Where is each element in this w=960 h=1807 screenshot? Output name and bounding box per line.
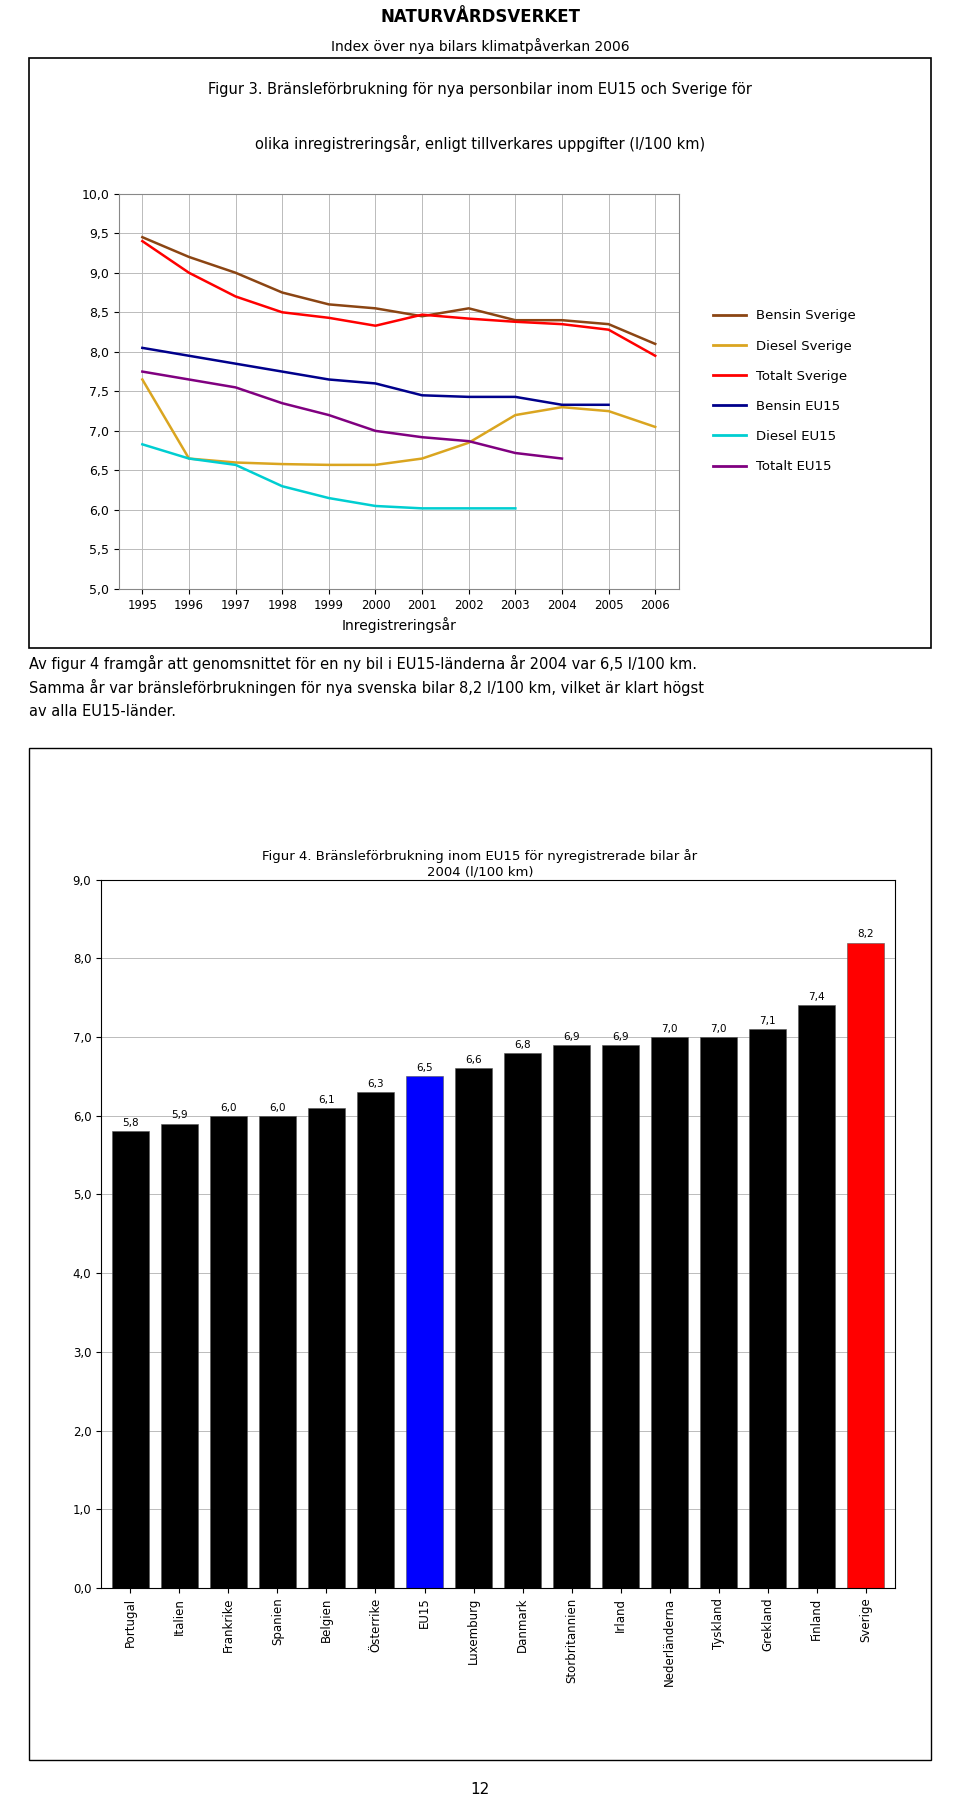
Bar — [210, 1115, 247, 1588]
Text: 12: 12 — [470, 1782, 490, 1798]
Text: Figur 4. Bränsleförbrukning inom EU15 för nyregistrerade bilar år
2004 (l/100 km: Figur 4. Bränsleförbrukning inom EU15 fö… — [262, 849, 698, 878]
Text: av alla EU15-länder.: av alla EU15-länder. — [29, 703, 176, 719]
Bar — [553, 1044, 590, 1588]
Legend: Bensin Sverige, Diesel Sverige, Totalt Sverige, Bensin EU15, Diesel EU15, Totalt: Bensin Sverige, Diesel Sverige, Totalt S… — [708, 304, 861, 479]
Bar — [161, 1124, 198, 1588]
Bar — [308, 1108, 345, 1588]
Text: 6,8: 6,8 — [515, 1039, 531, 1050]
Bar — [259, 1115, 296, 1588]
Text: olika inregistreringsår, enligt tillverkares uppgifter (l/100 km): olika inregistreringsår, enligt tillverk… — [255, 136, 705, 152]
Text: 6,0: 6,0 — [220, 1102, 237, 1113]
Text: 5,8: 5,8 — [122, 1119, 138, 1128]
Text: 6,0: 6,0 — [269, 1102, 286, 1113]
Text: 5,9: 5,9 — [171, 1111, 188, 1120]
Text: 6,1: 6,1 — [318, 1095, 335, 1104]
Text: 6,5: 6,5 — [417, 1063, 433, 1073]
Bar — [602, 1044, 639, 1588]
Bar — [455, 1068, 492, 1588]
Bar — [357, 1091, 394, 1588]
Text: 6,9: 6,9 — [564, 1032, 580, 1041]
Text: 7,1: 7,1 — [759, 1016, 776, 1026]
Text: 7,0: 7,0 — [661, 1025, 678, 1034]
Text: Av figur 4 framgår att genomsnittet för en ny bil i EU15-länderna år 2004 var 6,: Av figur 4 framgår att genomsnittet för … — [29, 654, 697, 672]
Text: Index över nya bilars klimatpåverkan 2006: Index över nya bilars klimatpåverkan 200… — [330, 38, 630, 54]
Text: Samma år var bränsleförbrukningen för nya svenska bilar 8,2 l/100 km, vilket är : Samma år var bränsleförbrukningen för ny… — [29, 679, 704, 696]
Bar — [504, 1053, 540, 1588]
Bar — [799, 1005, 835, 1588]
Bar — [700, 1037, 737, 1588]
Text: 7,4: 7,4 — [808, 992, 825, 1003]
Text: 8,2: 8,2 — [857, 929, 874, 940]
Text: 6,6: 6,6 — [466, 1055, 482, 1066]
Bar — [112, 1131, 149, 1588]
Bar — [651, 1037, 688, 1588]
Text: 6,9: 6,9 — [612, 1032, 629, 1041]
Text: NATURVÅRDSVERKET: NATURVÅRDSVERKET — [380, 9, 580, 27]
Bar — [406, 1077, 443, 1588]
Text: Figur 3. Bränsleförbrukning för nya personbilar inom EU15 och Sverige för: Figur 3. Bränsleförbrukning för nya pers… — [208, 81, 752, 96]
Text: 7,0: 7,0 — [710, 1025, 727, 1034]
X-axis label: Inregistreringsår: Inregistreringsår — [342, 618, 456, 632]
Text: 6,3: 6,3 — [367, 1079, 384, 1090]
Bar — [749, 1030, 786, 1588]
Bar — [848, 943, 884, 1588]
